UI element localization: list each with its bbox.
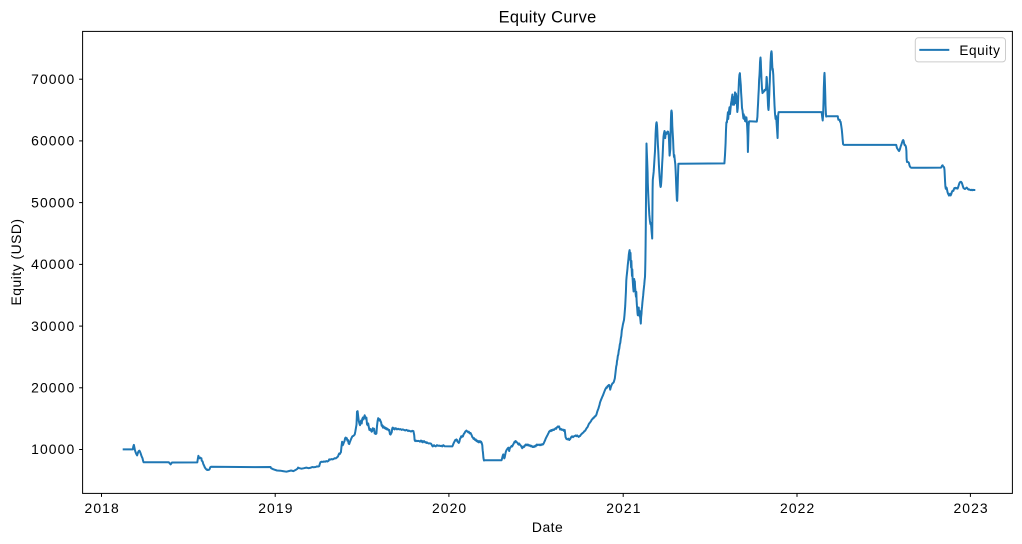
svg-text:Equity Curve: Equity Curve bbox=[499, 9, 597, 27]
svg-text:2021: 2021 bbox=[606, 500, 641, 516]
svg-text:2022: 2022 bbox=[780, 500, 815, 516]
svg-text:10000: 10000 bbox=[31, 441, 75, 457]
svg-text:Equity: Equity bbox=[959, 43, 1000, 58]
svg-text:70000: 70000 bbox=[31, 71, 75, 87]
svg-text:50000: 50000 bbox=[31, 194, 75, 210]
svg-text:2023: 2023 bbox=[953, 500, 988, 516]
svg-text:2019: 2019 bbox=[258, 500, 293, 516]
svg-text:Date: Date bbox=[532, 519, 563, 535]
svg-text:30000: 30000 bbox=[31, 318, 75, 334]
svg-text:2018: 2018 bbox=[85, 500, 120, 516]
svg-text:40000: 40000 bbox=[31, 256, 75, 272]
svg-text:2020: 2020 bbox=[432, 500, 467, 516]
svg-text:60000: 60000 bbox=[31, 133, 75, 149]
svg-text:20000: 20000 bbox=[31, 380, 75, 396]
svg-text:Equity (USD): Equity (USD) bbox=[8, 218, 24, 305]
